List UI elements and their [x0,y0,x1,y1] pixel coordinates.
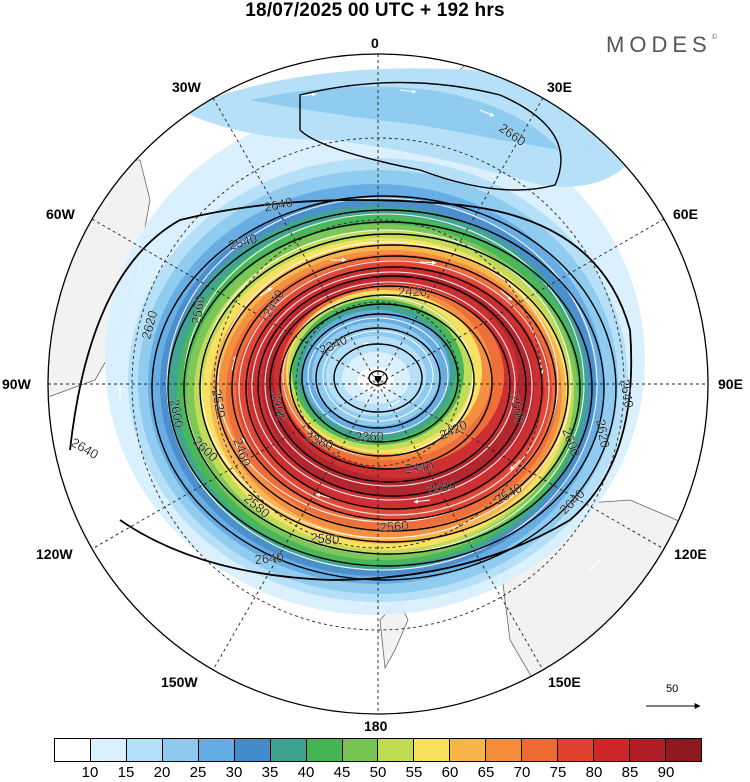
reference-vector-label: 50 [666,683,679,695]
lon-label-30w: 30W [172,79,201,95]
colorbar-cell [558,739,595,761]
colorbar-tick-label: 85 [621,764,639,781]
lon-label-60w: 60W [46,206,75,222]
colorbar-tick-label: 20 [153,764,171,781]
reference-vector [646,703,701,709]
contour-label-2440: 2440 [404,459,434,476]
contour-label-2640: 2640 [254,550,284,567]
colorbar-cell [90,739,127,761]
colorbar-tick-label: 55 [405,764,423,781]
contour-label-2540: 2540 [227,231,259,253]
colorbar-cell [306,739,343,761]
map-disk [48,54,708,714]
brand-logo: MODES© [606,32,717,58]
colorbar-tick-label: 35 [261,764,279,781]
colorbar-tick-label: 70 [513,764,531,781]
contour-label-2560: 2560 [379,518,409,535]
colorbar-tick-label: 25 [189,764,207,781]
colorbar-tick-label: 10 [81,764,99,781]
polar-map: 2660 2640 2640 2640 2640 2640 2620 2620 … [47,53,709,715]
colorbar-tick-label: 15 [117,764,135,781]
brand-mark: © [711,34,717,41]
lon-label-120w: 120W [36,546,73,562]
lon-label-90w: 90W [2,376,31,392]
contour-label-2620: 2620 [593,418,613,449]
contour-label-2500: 2500 [507,393,527,424]
colorbar-tick-label: 80 [585,764,603,781]
colorbar-tick-label: 50 [369,764,387,781]
height-contours [69,81,633,581]
pole-marker [374,376,382,384]
brand-name: MODES [606,32,712,57]
colorbar-cell [126,739,163,761]
colorbar [54,738,702,762]
contour-label-2560: 2560 [188,294,208,325]
colorbar-tick-label: 45 [333,764,351,781]
colorbar-cell [55,739,91,761]
colorbar-cell [342,739,379,761]
lon-label-60e: 60E [673,206,698,222]
wind-arrows [117,89,654,571]
contour-label-2420: 2420 [398,284,427,299]
lon-label-30e: 30E [547,79,572,95]
chart-title: 18/07/2025 00 UTC + 192 hrs [245,0,505,21]
colorbar-cell [198,739,235,761]
colorbar-cell [522,739,559,761]
colorbar-tick-label: 30 [225,764,243,781]
contour-label-2640: 2640 [263,194,294,215]
contour-label-2520: 2520 [209,388,229,419]
colorbar-cell [270,739,307,761]
contour-label-2600: 2600 [167,398,187,429]
colorbar-tick-label: 90 [657,764,675,781]
lon-label-180: 180 [364,718,388,734]
lon-label-0: 0 [371,35,379,51]
contour-label-2640: 2640 [617,378,637,409]
colorbar-cell [234,739,271,761]
map-boundary [47,53,709,715]
lon-label-120e: 120E [674,546,707,562]
colorbar-cell [594,739,630,761]
colorbar-tick-label: 40 [297,764,315,781]
contour-label-2400: 2400 [269,391,289,422]
colorbar-cell [486,739,523,761]
colorbar-cell [162,739,199,761]
lon-label-150e: 150E [548,674,581,690]
lon-label-150w: 150W [161,674,198,690]
lon-label-90e: 90E [718,376,743,392]
contour-label-2580: 2580 [310,530,340,547]
colorbar-tick-label: 65 [477,764,495,781]
colorbar-cell [630,739,666,761]
colorbar-cell [665,739,701,761]
colorbar-cell [414,739,451,761]
colorbar-tick-label: 60 [441,764,459,781]
colorbar-cell [450,739,487,761]
colorbar-cell [378,739,415,761]
colorbar-tick-label: 75 [549,764,567,781]
contour-label-2360: 2360 [355,429,384,444]
contour-label-2620: 2620 [138,309,160,341]
contour-label-2480: 2480 [426,477,457,497]
